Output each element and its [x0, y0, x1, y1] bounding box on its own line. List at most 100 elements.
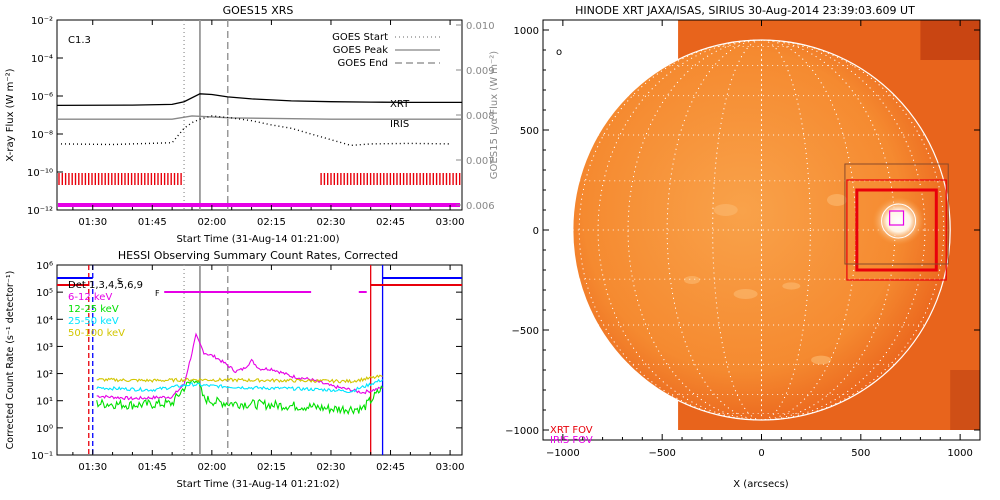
hessi-ytick-label: 10⁻¹	[31, 451, 53, 462]
hessi-legend: Det 1,3,4,5,6,9 6-12 keV 12-25 keV 25-50…	[68, 280, 143, 339]
active-region-glow	[872, 197, 925, 245]
hessi-xtick-label: 01:30	[78, 462, 107, 473]
hinode-title: HINODE XRT JAXA/ISAS, SIRIUS 30-Aug-2014…	[575, 4, 915, 17]
hessi-xtick-label: 03:00	[436, 462, 465, 473]
goes-ytick-label: 10⁻⁶	[31, 92, 53, 103]
hinode-xtick-label: 500	[851, 448, 870, 459]
goes-panel: GOES15 XRS 01:30 01:45 02:00 02:15 02:30 02:4…	[5, 4, 500, 245]
goes-xtick-label: 02:00	[197, 217, 226, 228]
hinode-xlabel: X (arcsecs)	[733, 479, 789, 490]
hinode-xtick-label: −1000	[546, 448, 580, 459]
goes-long-series	[60, 115, 451, 147]
goes-ytick-right-label: 0.008	[466, 111, 495, 122]
hinode-ytick-label: 1000	[514, 26, 539, 37]
goes-xtick-label: 02:15	[257, 217, 286, 228]
hinode-xtick-label: −500	[648, 448, 675, 459]
hinode-panel: HINODE XRT JAXA/ISAS, SIRIUS 30-Aug-2014…	[505, 4, 981, 490]
hessi-legend-25-50: 25-50 keV	[68, 316, 119, 327]
goes-xtick-label: 02:45	[376, 217, 405, 228]
goes-iris-series	[57, 115, 462, 120]
hessi-ytick-label: 10¹	[36, 397, 53, 408]
hessi-xtick-label: 02:45	[376, 462, 405, 473]
xrt-pointing-box	[844, 163, 949, 265]
xrt-fov-box	[855, 188, 938, 272]
goes-legend-end: GOES End	[338, 58, 388, 69]
sun-bright-patch	[713, 204, 738, 216]
sun-grid-longitude	[578, 39, 945, 421]
hessi-flag-f: F	[155, 289, 160, 298]
hessi-ytick-label: 10²	[36, 370, 53, 381]
hinode-ytick-label: −500	[512, 326, 539, 337]
hinode-legend-iris: IRIS FOV	[550, 435, 593, 446]
hessi-xtick-label: 02:15	[257, 462, 286, 473]
goes-title: GOES15 XRS	[223, 4, 294, 17]
hessi-series-12-25	[96, 379, 384, 416]
hessi-flag-s: S	[117, 277, 122, 286]
hinode-ytick-label: −1000	[505, 426, 539, 437]
sun-bright-patch	[782, 282, 801, 290]
hessi-ytick-label: 10⁶	[36, 261, 53, 272]
goes-xlabel: Start Time (31-Aug-14 01:21:00)	[176, 234, 339, 245]
hessi-series-50-100	[96, 374, 383, 384]
sun-bright-patch	[683, 276, 700, 284]
xrt-fov-box	[846, 179, 947, 281]
goes-legend-start: GOES Start	[332, 32, 388, 43]
goes-xtick-label: 01:45	[138, 217, 167, 228]
sun-bright-patch	[733, 289, 758, 299]
hessi-title: HESSI Observing Summary Count Rates, Cor…	[118, 249, 398, 262]
sun-grid-longitude	[597, 39, 926, 421]
hinode-legend-xrt: XRT FOV	[550, 425, 593, 436]
hessi-xtick-label: 02:30	[317, 462, 346, 473]
goes-xtick-label: 01:30	[78, 217, 107, 228]
goes-ytick-label: 10⁻²	[31, 16, 53, 27]
hessi-ytick-label: 10³	[36, 342, 53, 353]
hinode-ytick-label: 500	[520, 126, 539, 137]
sun-bright-patch	[811, 355, 832, 365]
hessi-legend-6-12: 6-12 keV	[68, 292, 112, 303]
goes-ylabel-right: GOES15 Lyα Flux (W m⁻²)	[489, 51, 500, 179]
goes-iris-obs-bar	[58, 203, 460, 207]
goes-xrt-series	[57, 93, 462, 107]
hessi-ytick-label: 10⁴	[36, 315, 53, 326]
goes-ylabel: X-ray Flux (W m⁻²)	[5, 68, 16, 161]
hessi-legend-12-25: 12-25 keV	[68, 304, 119, 315]
goes-ytick-right-label: 0.010	[466, 21, 495, 32]
hessi-plot-frame	[56, 264, 463, 456]
goes-legend-peak: GOES Peak	[333, 45, 388, 56]
hessi-ytick-label: 10⁵	[36, 288, 53, 299]
hessi-legend-det: Det 1,3,4,5,6,9	[68, 280, 143, 291]
goes-iris-label: IRIS	[390, 119, 409, 130]
goes-ytick-right-label: 0.007	[466, 156, 495, 167]
sun-grid-longitude	[712, 39, 811, 421]
hessi-xtick-label: 02:00	[197, 462, 226, 473]
hessi-panel: HESSI Observing Summary Count Rates, Cor…	[5, 249, 465, 490]
sun-bright-patch	[826, 194, 847, 206]
hessi-series-6-12	[96, 332, 383, 401]
goes-ytick-label: 10⁻⁴	[31, 54, 53, 65]
goes-xtick-label: 02:30	[317, 217, 346, 228]
hessi-ytick-label: 10⁰	[36, 424, 53, 435]
goes-flare-class: C1.3	[68, 35, 91, 46]
hessi-series-25-50	[96, 378, 384, 394]
hessi-xtick-label: 01:45	[138, 462, 167, 473]
goes-ytick-label: 10⁻⁸	[31, 130, 53, 141]
sun-image-dark-edge	[950, 370, 980, 430]
hinode-xtick-label: 1000	[947, 448, 972, 459]
goes-ytick-right-label: 0.006	[466, 201, 495, 212]
hessi-xlabel: Start Time (31-Aug-14 01:21:02)	[176, 479, 339, 490]
goes-ytick-label: 10⁻¹²	[27, 206, 53, 217]
active-region-contour	[881, 203, 917, 239]
hinode-origin-marker: o	[556, 47, 562, 58]
hessi-legend-50-100: 50-100 keV	[68, 328, 125, 339]
hessi-ylabel: Corrected Count Rate (s⁻¹ detector⁻¹)	[5, 271, 16, 450]
hinode-ytick-label: 0	[533, 226, 539, 237]
iris-fov-box	[889, 210, 905, 226]
goes-ytick-right-label: 0.009	[466, 66, 495, 77]
goes-xrt-label: XRT	[390, 99, 410, 110]
hinode-xtick-label: 0	[758, 448, 764, 459]
sun-image-dark-corner	[920, 20, 980, 60]
solar-limb	[572, 39, 951, 421]
goes-xtick-label: 03:00	[436, 217, 465, 228]
goes-legend: GOES Start GOES Peak GOES End	[332, 32, 440, 69]
